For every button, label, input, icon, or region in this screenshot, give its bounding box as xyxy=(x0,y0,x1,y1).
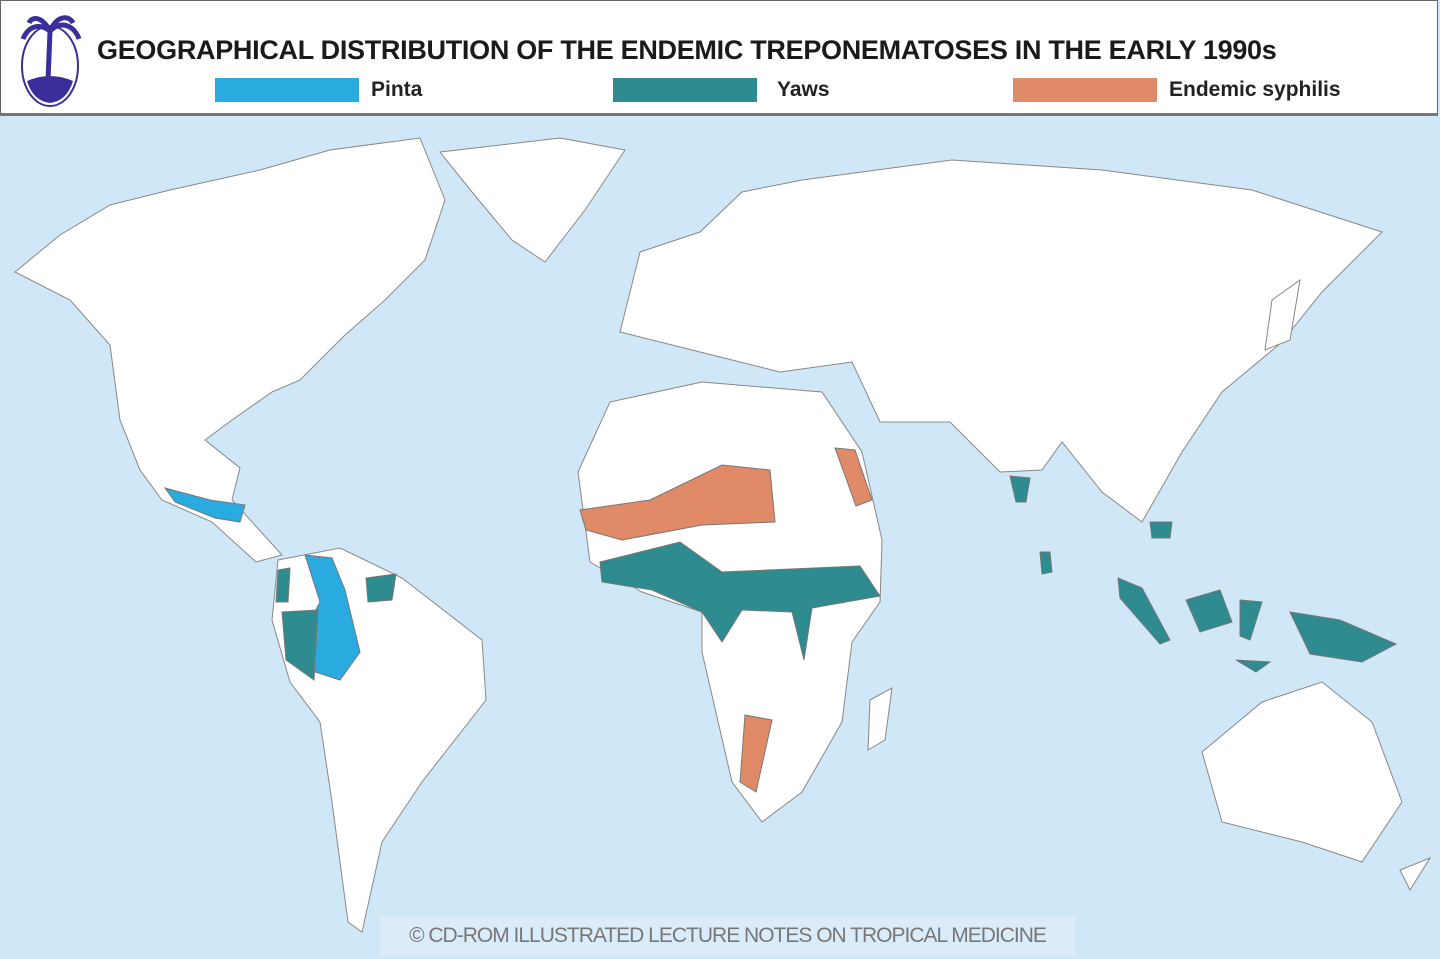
yaws-regions xyxy=(275,475,1398,681)
australia xyxy=(1201,681,1403,863)
greenland xyxy=(439,137,626,263)
region-botswana xyxy=(739,714,773,793)
region-southeast-asia xyxy=(1149,521,1173,539)
world-map xyxy=(14,137,1432,933)
map-header: GEOGRAPHICAL DISTRIBUTION OF THE ENDEMIC… xyxy=(0,0,1438,116)
map-title: GEOGRAPHICAL DISTRIBUTION OF THE ENDEMIC… xyxy=(97,35,1277,65)
region-sulawesi xyxy=(1239,599,1263,641)
endemic-syphilis-regions xyxy=(579,447,873,793)
region-mexico xyxy=(163,487,246,523)
region-nusa-tenggara xyxy=(1235,659,1272,673)
landmasses xyxy=(14,137,1432,933)
region-peru xyxy=(281,609,319,681)
region-borneo xyxy=(1185,589,1233,633)
legend-swatch-yaws xyxy=(613,78,757,102)
japan xyxy=(1264,278,1301,351)
region-sri-lanka xyxy=(1039,551,1053,575)
region-new-guinea xyxy=(1289,611,1398,663)
legend-swatch-pinta xyxy=(215,78,359,102)
copyright-credit: © CD-ROM ILLUSTRATED LECTURE NOTES ON TR… xyxy=(380,916,1075,956)
region-guyana xyxy=(365,573,397,603)
north-america xyxy=(14,137,446,563)
palm-tree-logo-icon xyxy=(20,15,82,107)
madagascar xyxy=(867,687,893,751)
legend-label: Endemic syphilis xyxy=(1169,78,1341,101)
region-colombia xyxy=(275,567,291,603)
legend-label: Yaws xyxy=(777,78,830,101)
region-arabia xyxy=(834,447,873,507)
legend-label: Pinta xyxy=(371,78,423,101)
region-sahel xyxy=(579,464,776,541)
legend-item-pinta: Pinta xyxy=(215,78,422,102)
legend-item-endemic-syphilis: Endemic syphilis xyxy=(1013,78,1341,102)
region-india xyxy=(1009,475,1031,503)
legend-swatch-endemic-syphilis xyxy=(1013,78,1157,102)
new-zealand xyxy=(1399,856,1432,892)
region-sumatra xyxy=(1117,577,1171,645)
south-america xyxy=(271,547,487,933)
region-west-central-africa xyxy=(599,541,881,661)
legend-item-yaws: Yaws xyxy=(613,78,830,102)
pinta-regions xyxy=(163,487,361,681)
eurasia xyxy=(619,159,1383,523)
